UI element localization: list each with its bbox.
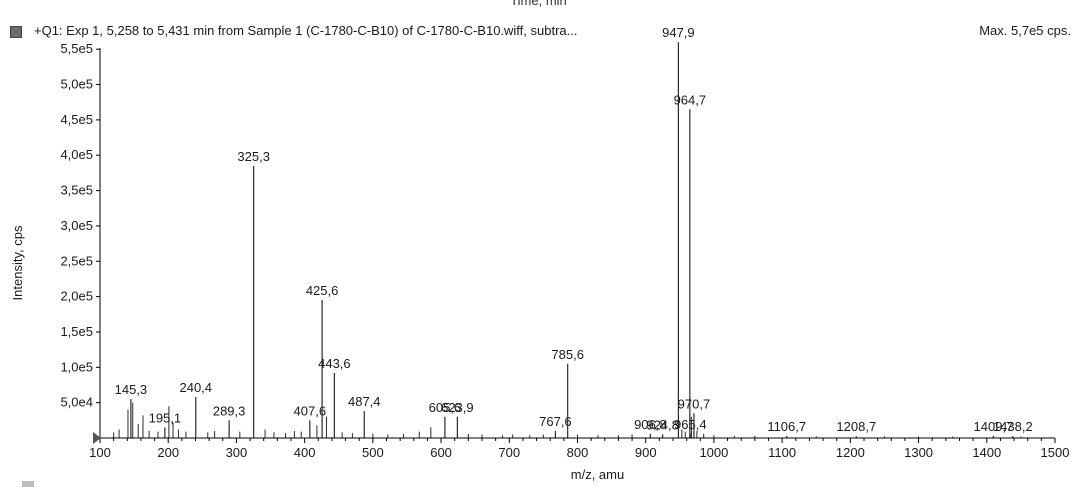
peak-label-4: 325,3: [237, 149, 270, 164]
y-tick-label-0: 5,0e4: [60, 395, 93, 410]
peak-label-8: 487,4: [348, 394, 381, 409]
peak-label-22: 1438,2: [993, 419, 1033, 434]
x-tick-label-14: 1500: [1041, 445, 1070, 460]
x-tick-label-5: 600: [430, 445, 452, 460]
x-tick-label-4: 500: [362, 445, 384, 460]
peak-label-2: 240,4: [179, 380, 212, 395]
y-tick-label-4: 2,5e5: [60, 253, 93, 268]
bottom-scroll-marker: [22, 481, 34, 487]
peak-label-3: 289,3: [213, 403, 246, 418]
y-tick-label-6: 3,5e5: [60, 183, 93, 198]
x-tick-label-11: 1200: [836, 445, 865, 460]
peak-label-7: 443,6: [318, 356, 351, 371]
x-tick-label-8: 900: [635, 445, 657, 460]
peak-label-19: 1106,7: [767, 419, 806, 434]
y-tick-label-9: 5,0e5: [60, 77, 93, 92]
peak-label-6: 425,6: [306, 283, 339, 298]
peak-label-0: 145,3: [115, 382, 148, 397]
x-tick-label-3: 400: [294, 445, 316, 460]
peak-label-10: 623,9: [441, 400, 474, 415]
x-tick-label-10: 1100: [768, 445, 796, 460]
x-tick-label-9: 1000: [699, 445, 728, 460]
x-tick-label-7: 800: [567, 445, 589, 460]
peak-label-15: 947,9: [662, 25, 695, 40]
y-tick-label-8: 4,5e5: [60, 112, 93, 127]
x-tick-label-12: 1300: [904, 445, 933, 460]
peak-label-11: 767,6: [539, 414, 572, 429]
x-axis-label: m/z, amu: [571, 467, 624, 482]
labeled-peaks: 145,3195,1 240,4289,3 325,3 407,6 425,6 443,6…: [115, 25, 1033, 438]
x-tick-label-2: 300: [226, 445, 248, 460]
y-tick-label-3: 2,0e5: [60, 289, 93, 304]
peak-label-18: 970,7: [678, 396, 711, 411]
peak-label-17: 965,4: [674, 417, 707, 432]
peak-label-12: 785,6: [551, 347, 584, 362]
y-tick-label-2: 1,5e5: [60, 324, 93, 339]
y-tick-label-5: 3,0e5: [60, 218, 93, 233]
peak-label-16: 964,7: [674, 92, 707, 107]
x-tick-label-1: 200: [157, 445, 179, 460]
y-tick-label-7: 4,0e5: [60, 147, 93, 162]
peak-label-20: 1208,7: [836, 419, 876, 434]
x-tick-label-13: 1400: [972, 445, 1001, 460]
peak-label-1: 195,1: [149, 410, 182, 425]
y-axis-label: Intensity, cps: [10, 225, 25, 300]
x-tick-label-6: 700: [498, 445, 520, 460]
x-axis-ticks: 100 200 300 400 500 600 700 800 900 1000 1100 1200 1…: [89, 438, 1069, 460]
y-tick-label-1: 1,0e5: [60, 359, 93, 374]
x-tick-label-0: 100: [89, 445, 111, 460]
peak-label-5: 407,6: [294, 403, 327, 418]
y-axis-ticks: 5,0e4 1,0e5 1,5e5 2,0e5 2,5e5 3,0e5 3,5e5 4,0e5…: [60, 41, 100, 409]
y-tick-label-10: 5,5e5: [60, 41, 93, 56]
